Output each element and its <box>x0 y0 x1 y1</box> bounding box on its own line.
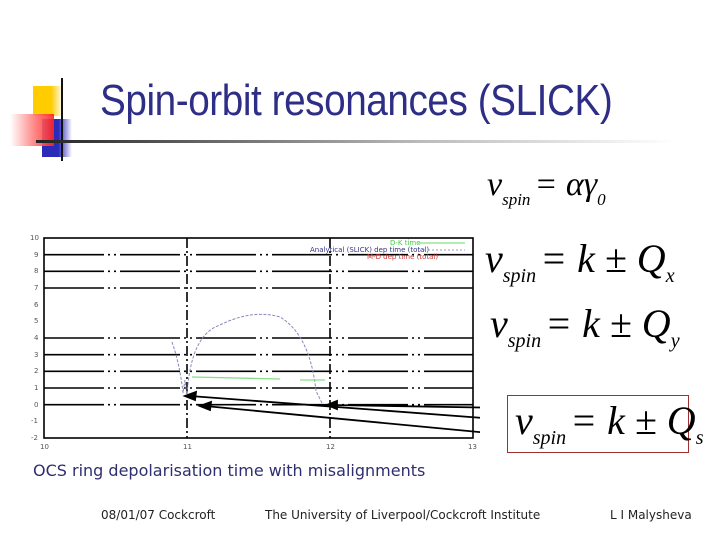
svg-text:11: 11 <box>183 443 192 451</box>
svg-text:0: 0 <box>34 401 38 409</box>
dk-time-line <box>191 376 325 381</box>
eq-rhs: = k ± Q <box>570 398 696 443</box>
footer-author: L I Malysheva <box>610 508 692 522</box>
svg-text:6: 6 <box>34 301 39 309</box>
svg-text:D-K time: D-K time <box>390 239 421 247</box>
svg-text:12: 12 <box>326 443 335 451</box>
eq-rhs: = k ± Q <box>540 236 666 281</box>
svg-text:5: 5 <box>34 317 38 325</box>
slide-logo <box>0 70 676 170</box>
eq-sub: spin <box>532 427 567 449</box>
svg-text:-1: -1 <box>31 417 38 425</box>
eq-rhs: = αγ <box>534 166 598 203</box>
svg-text:7: 7 <box>34 284 38 292</box>
equation-qs-resonance: νspin = k ± Qs <box>515 397 704 449</box>
eq-rhs-sub: y <box>670 330 680 352</box>
svg-text:2: 2 <box>34 367 38 375</box>
eq-nu: ν <box>490 301 508 346</box>
svg-text:4: 4 <box>34 334 39 342</box>
svg-text:10: 10 <box>40 443 49 451</box>
eq-sub: spin <box>502 265 537 287</box>
equation-qy-resonance: νspin = k ± Qy <box>490 300 680 352</box>
eq-sub: spin <box>502 190 531 209</box>
slick-curve <box>171 313 323 404</box>
eq-nu: ν <box>515 398 533 443</box>
equation-spin-tune: νspin = αγ0 <box>487 166 606 209</box>
svg-text:8: 8 <box>34 267 38 275</box>
footer-date: 08/01/07 Cockcroft <box>101 508 216 522</box>
logo-yellow-square <box>33 86 63 116</box>
equation-qx-resonance: νspin = k ± Qx <box>485 235 675 287</box>
annotation-arrows <box>182 390 480 434</box>
x-axis-ticks: 10 11 12 13 <box>40 443 477 451</box>
title-underline <box>36 140 676 143</box>
svg-text:13: 13 <box>468 443 477 451</box>
svg-text:9: 9 <box>34 251 38 259</box>
plot-frame <box>43 237 474 439</box>
svg-text:3: 3 <box>34 351 38 359</box>
svg-text:1: 1 <box>34 384 38 392</box>
eq-sub: spin <box>507 330 542 352</box>
svg-text:10: 10 <box>30 234 39 242</box>
eq-rhs-sub: s <box>695 427 704 449</box>
eq-nu: ν <box>485 236 503 281</box>
chart-gridlines <box>44 238 473 438</box>
eq-rhs-sub: x <box>665 265 675 287</box>
footer-institution: The University of Liverpool/Cockcroft In… <box>265 508 541 522</box>
eq-rhs-sub: 0 <box>597 190 606 209</box>
svg-text:Analytical (SLICK) dep time (t: Analytical (SLICK) dep time (total) <box>310 246 429 254</box>
eq-nu: ν <box>487 166 503 203</box>
slide-title: Spin-orbit resonances (SLICK) <box>100 76 613 125</box>
svg-text:-2: -2 <box>31 434 38 442</box>
chart-caption: OCS ring depolarisation time with misali… <box>33 461 426 480</box>
chart-legend: D-K time Analytical (SLICK) dep time (to… <box>310 239 465 261</box>
eq-rhs: = k ± Q <box>545 301 671 346</box>
svg-text:M-D dep time (total): M-D dep time (total) <box>367 253 438 261</box>
logo-vertical-line <box>61 78 63 161</box>
qs-equation-box <box>507 395 689 453</box>
